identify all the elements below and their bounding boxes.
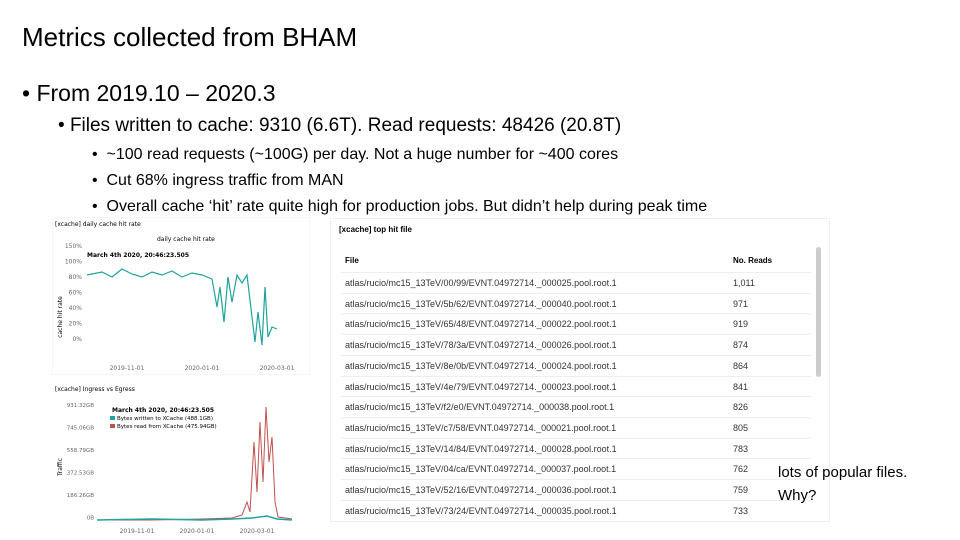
table-cell: 762 [733,464,749,475]
slide-title: Metrics collected from BHAM [22,22,358,52]
hit-rate-screenshot: [xcache] daily cache hit rate daily cach… [52,217,310,375]
tick-label: 100% [65,259,82,266]
table-screenshot: [xcache] top hit file File No. Reads atl… [330,218,830,522]
column-header: File [345,256,359,265]
table-cell: atlas/rucio/mc15_13TeV/73/24/EVNT.049727… [345,505,617,516]
table-cell: atlas/rucio/mc15_13TeV/f2/e0/EVNT.049727… [345,402,615,413]
table-cell: atlas/rucio/mc15_13TeV/04/ca/EVNT.049727… [345,464,617,475]
table-cell: 864 [733,360,749,371]
table-cell: atlas/rucio/mc15_13TeV/c7/58/EVNT.049727… [345,422,617,433]
bullet-text: ~100 read requests (~100G) per day. Not … [106,146,619,163]
tick-label: 40% [69,305,83,312]
bullet: • ~100 read requests (~100G) per day. No… [92,146,619,163]
table-cell: atlas/rucio/mc15_13TeV/65/48/EVNT.049727… [345,319,617,330]
table-cell: 826 [733,402,749,413]
table-cell: atlas/rucio/mc15_13TeV/8e/0b/EVNT.049727… [345,360,617,371]
table-row: atlas/rucio/mc15_13TeV/04/ca/EVNT.049727… [341,458,811,479]
bullet: • Overall cache ‘hit’ rate quite high fo… [92,198,708,215]
table-cell: atlas/rucio/mc15_13TeV/5b/62/EVNT.049727… [345,298,617,309]
tick-label: 150% [65,243,82,250]
bullet-text: Cut 68% ingress traffic from MAN [106,172,344,189]
y-label: cache hit rate [57,296,64,338]
panel-title: [xcache] daily cache hit rate [55,221,141,228]
table-row: atlas/rucio/mc15_13TeV/78/3a/EVNT.049727… [341,334,811,355]
tick-label: 2019-11-01 [110,365,145,372]
table-row: atlas/rucio/mc15_13TeV/14/84/EVNT.049727… [341,437,811,459]
table-row: atlas/rucio/mc15_13TeV/4e/79/EVNT.049727… [341,375,811,397]
tick-label: 745.06GB [67,426,95,432]
bullet-text: From 2019.10 – 2020.3 [36,80,276,106]
legend-entry: Bytes read from XCache (475.94GB) [117,424,217,430]
table-cell: 1,011 [733,278,755,288]
table-cell: 919 [733,319,749,330]
bullet: • Files written to cache: 9310 (6.6T). R… [58,115,622,136]
tick-label: 2020-03-01 [240,528,275,535]
chart-title: daily cache hit rate [157,236,215,243]
tooltip: March 4th 2020, 20:46:23.505 [87,252,189,259]
bullet-text: Overall cache ‘hit’ rate quite high for … [106,198,708,215]
table-cell: atlas/rucio/mc15_13TeV/78/3a/EVNT.049727… [345,340,617,351]
table-row: atlas/rucio/mc15_13TeV/65/48/EVNT.049727… [341,313,811,334]
table-cell: atlas/rucio/mc15_13TeV/52/16/EVNT.049727… [345,485,617,495]
tick-label: 2019-11-01 [120,528,155,535]
table-cell: 874 [733,340,749,351]
note: lots of popular files. Why? [778,461,907,507]
tick-label: 558.79GB [67,448,95,454]
tick-label: 372.53GB [67,471,95,477]
legend-entry: Bytes written to XCache (488.1GB) [117,416,213,422]
scrollbar[interactable] [816,247,821,377]
y-label: Traffic [57,458,64,477]
bullet: • Cut 68% ingress traffic from MAN [92,172,344,189]
table-cell: atlas/rucio/mc15_13TeV/00/99/EVNT.049727… [345,278,617,288]
table-row: atlas/rucio/mc15_13TeV/8e/0b/EVNT.049727… [341,354,811,376]
table-cell: atlas/rucio/mc15_13TeV/14/84/EVNT.049727… [345,443,617,454]
panel-title: [xcache] Ingress vs Egress [55,386,135,393]
bullet: • From 2019.10 – 2020.3 [22,80,276,106]
tick-label: 186.26GB [67,493,95,499]
tick-label: 931.32GB [67,403,95,409]
tick-label: 2020-03-01 [260,365,295,372]
column-header: No. Reads [733,256,773,265]
traffic-screenshot: [xcache] Ingress vs Egress March 4th 202… [52,382,310,540]
tick-label: 0B [87,516,94,522]
table-cell: 783 [733,443,749,454]
table-cell: atlas/rucio/mc15_13TeV/4e/79/EVNT.049727… [345,381,617,392]
tooltip: March 4th 2020, 20:46:23.505 [112,407,214,414]
table-cell: 733 [733,505,749,516]
table-row: atlas/rucio/mc15_13TeV/f2/e0/EVNT.049727… [341,396,811,417]
tick-label: 60% [69,290,83,297]
panel-title: [xcache] top hit file [339,225,412,234]
table-row: atlas/rucio/mc15_13TeV/c7/58/EVNT.049727… [341,416,811,438]
note-line: lots of popular files. [778,464,908,481]
table-row: atlas/rucio/mc15_13TeV/00/99/EVNT.049727… [341,272,811,293]
tick-label: 80% [69,274,83,281]
table-cell: 971 [733,298,749,309]
table-row: atlas/rucio/mc15_13TeV/73/24/EVNT.049727… [341,499,811,521]
tick-label: 20% [69,321,83,328]
table-cell: 805 [733,422,749,433]
bullet-text: Files written to cache: 9310 (6.6T). Rea… [69,115,622,136]
table-cell: 759 [733,485,749,495]
note-line: Why? [778,487,817,504]
table-cell: 841 [733,381,749,392]
tick-label: 2020-01-01 [185,365,220,372]
table-row: atlas/rucio/mc15_13TeV/52/16/EVNT.049727… [341,479,811,500]
tick-label: 0% [72,336,82,343]
table-row: atlas/rucio/mc15_13TeV/5b/62/EVNT.049727… [341,292,811,314]
tick-label: 2020-01-01 [180,528,215,535]
